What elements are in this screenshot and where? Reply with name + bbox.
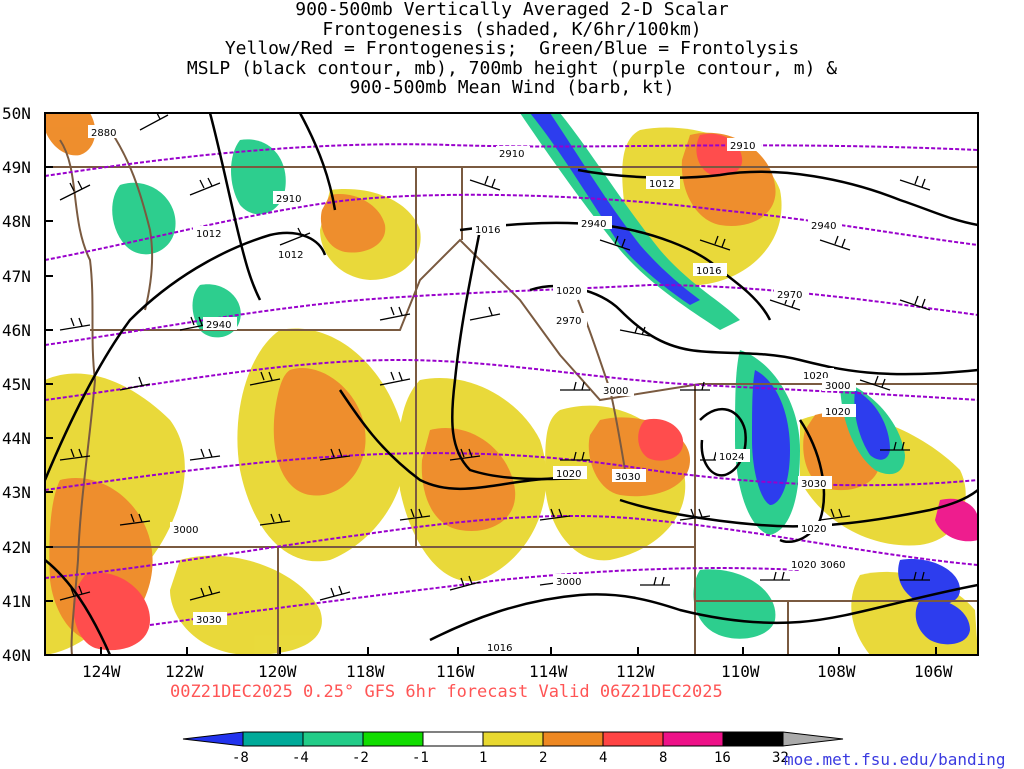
lon-label: 116W — [436, 662, 475, 681]
title-line-4: MSLP (black contour, mb), 700mb height (… — [186, 57, 838, 79]
lon-label: 120W — [258, 662, 297, 681]
colorbar-segment — [722, 731, 784, 747]
source-credit: moe.met.fsu.edu/banding — [784, 750, 1006, 769]
lon-label: 112W — [616, 662, 655, 681]
height-label: 2940 — [581, 219, 606, 230]
lon-label: 114W — [529, 662, 568, 681]
mslp-label: 1020 — [801, 524, 826, 535]
lat-label: 49N — [2, 158, 31, 177]
colorbar-label: 4 — [599, 750, 607, 766]
lat-label: 40N — [2, 646, 31, 665]
lat-label: 44N — [2, 429, 31, 448]
lon-label: 108W — [817, 662, 856, 681]
lon-label: 118W — [346, 662, 385, 681]
lat-label: 42N — [2, 538, 31, 557]
height-label: 2910 — [276, 194, 301, 205]
mslp-label: 1016 — [487, 643, 512, 654]
colorbar-segment — [182, 731, 244, 747]
forecast-subtitle: 00Z21DEC2025 0.25° GFS 6hr forecast Vali… — [170, 682, 723, 702]
colorbar-label: -2 — [352, 750, 369, 766]
height-label: 2910 — [499, 149, 524, 160]
political-borders — [45, 129, 978, 655]
mslp-label: 1012 — [196, 229, 221, 240]
mslp-label: 1012 — [278, 250, 303, 261]
lat-label: 47N — [2, 267, 31, 286]
title-line-5: 900-500mb Mean Wind (barb, kt) — [349, 77, 675, 98]
height-label: 2940 — [811, 221, 836, 232]
height-label: 2970 — [556, 316, 581, 327]
lat-label: 48N — [2, 212, 31, 231]
lat-label: 43N — [2, 483, 31, 502]
longitude-axis: 124W 122W 120W 118W 116W 114W 112W 110W … — [82, 647, 953, 681]
map-title: 900-500mb Vertically Averaged 2-D Scalar… — [0, 0, 1024, 98]
mslp-label: 1016 — [475, 225, 500, 236]
mslp-labels: 1012 1012 1012 1016 1016 1016 1020 1020 … — [193, 176, 856, 654]
colorbar-label: -8 — [232, 750, 249, 766]
colorbar-segment — [602, 731, 664, 747]
mslp-label: 1016 — [696, 266, 721, 277]
latitude-axis: 50N 49N 48N 47N 46N 45N 44N 43N 42N 41N … — [2, 104, 53, 665]
lon-label: 110W — [721, 662, 760, 681]
colorbar-label: 16 — [714, 750, 731, 766]
lon-label: 106W — [914, 662, 953, 681]
colorbar-segment — [782, 731, 844, 747]
colorbar-label: 8 — [659, 750, 667, 766]
colorbar-label: 1 — [479, 750, 487, 766]
height-label: 3030 — [801, 479, 826, 490]
map-content: 1012 1012 1012 1016 1016 1016 1020 1020 … — [45, 113, 978, 655]
height-label: 3000 — [825, 381, 850, 392]
height-label: 2910 — [730, 141, 755, 152]
colorbar-segment — [482, 731, 544, 747]
title-line-1: 900-500mb Vertically Averaged 2-D Scalar — [295, 0, 729, 20]
colorbar-segment — [362, 731, 424, 747]
title-line-3: Yellow/Red = Frontogenesis; Green/Blue =… — [224, 38, 800, 59]
lon-label: 124W — [82, 662, 121, 681]
height-label: 3000 — [173, 525, 198, 536]
lon-label: 122W — [165, 662, 204, 681]
wind-barbs — [59, 113, 931, 601]
height-label: 2880 — [91, 128, 116, 139]
mslp-label: 1020 — [556, 286, 581, 297]
height-label: 3060 — [820, 560, 845, 571]
mslp-label: 1020 — [825, 407, 850, 418]
colorbar: -8 -4 -2 -1 1 2 4 8 16 32 — [182, 731, 844, 766]
height-label: 3000 — [603, 386, 628, 397]
mslp-label: 1020 — [803, 371, 828, 382]
height-labels: 2880 2910 2910 2910 2940 2940 2940 2970 … — [88, 125, 856, 626]
colorbar-segment — [542, 731, 604, 747]
lat-label: 50N — [2, 104, 31, 123]
height-label: 3000 — [556, 577, 581, 588]
mslp-label: 1024 — [719, 452, 744, 463]
colorbar-segment — [242, 731, 304, 747]
height-label: 3030 — [196, 615, 221, 626]
colorbar-segment — [662, 731, 724, 747]
mslp-label: 1012 — [649, 179, 674, 190]
colorbar-label: -4 — [292, 750, 309, 766]
colorbar-segment — [302, 731, 364, 747]
colorbar-label: 32 — [772, 750, 789, 766]
height-contours — [45, 143, 978, 626]
mslp-label: 1020 — [791, 560, 816, 571]
colorbar-label: -1 — [412, 750, 429, 766]
colorbar-label: 2 — [539, 750, 547, 766]
mslp-label: 1020 — [556, 469, 581, 480]
height-label: 2970 — [777, 290, 802, 301]
lat-label: 45N — [2, 375, 31, 394]
colorbar-segment — [422, 731, 484, 747]
height-label: 2940 — [206, 320, 231, 331]
lat-label: 41N — [2, 592, 31, 611]
lat-label: 46N — [2, 321, 31, 340]
mslp-contours — [45, 113, 978, 655]
title-line-2: Frontogenesis (shaded, K/6hr/100km) — [322, 18, 702, 40]
height-label: 3030 — [615, 472, 640, 483]
